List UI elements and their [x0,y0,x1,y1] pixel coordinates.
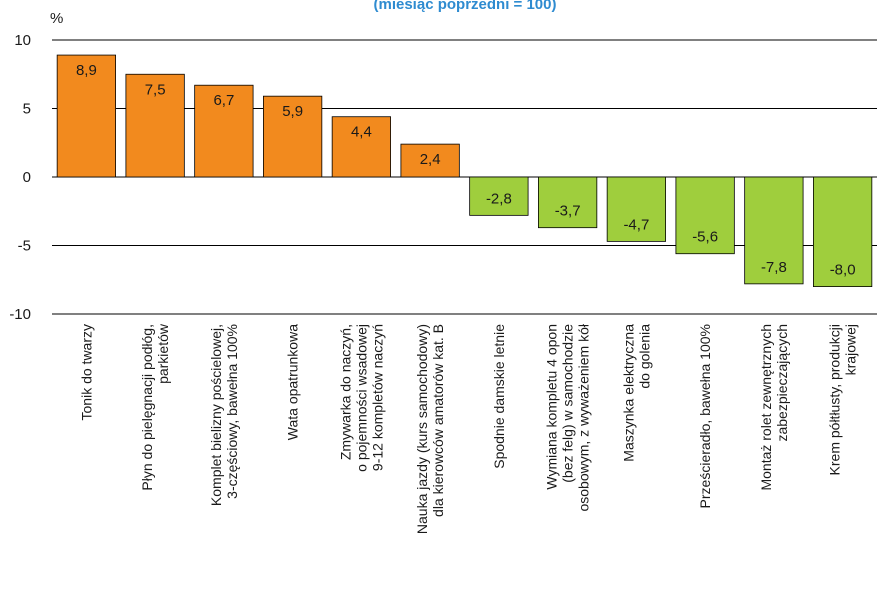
category-label: Wymiana kompletu 4 opon (bez felg) w samo… [544,323,592,511]
data-label: 5,9 [282,103,303,120]
y-tick-label: 5 [23,101,31,118]
category-label: Maszynka elektryczna do golenia [620,324,652,462]
category-label-line: parkietów [155,323,171,384]
category-label-line: do golenia [636,324,652,389]
bar [675,176,735,255]
data-label: -5,6 [692,229,718,246]
bar [538,176,598,229]
bar [125,73,185,178]
category-label-line: 9-12 kompletów naczyń [369,324,385,471]
data-label: -2,8 [486,190,512,207]
category-label-line: osobowym, z wyważeniem kół [576,323,592,511]
bar [331,116,391,178]
category-label: Tonik do twarzy [78,324,94,420]
category-label-line: krajowej [843,324,859,375]
category-label-line: Prześcieradło, bawełna 100% [697,324,713,508]
category-label-line: Tonik do twarzy [78,324,94,420]
category-label-line: Wata opatrunkowa [285,324,301,440]
category-label: Komplet bielizny pościelowej, 3-częściowy… [208,324,240,506]
category-label: Montaż rolet zewnętrznych zabezpieczający… [758,324,790,491]
category-label: Spodnie damskie letnie [491,324,507,469]
category-labels: Tonik do twarzy Płyn do pielęgnacji podłó… [78,323,858,534]
category-label-line: Krem półtłusty, produkcji [827,324,843,475]
category-label-line: Maszynka elektryczna [620,324,636,462]
data-label: -8,0 [830,262,856,279]
category-label: Wata opatrunkowa [285,324,301,440]
data-label: -4,7 [623,216,649,233]
y-tick-label: 10 [14,32,31,49]
category-label-line: dla kierowców amatorów kat. B [430,324,446,517]
y-axis-unit: % [50,10,63,27]
category-label: Krem półtłusty, produkcji krajowej [827,324,859,475]
chart-subtitle: (miesiąc poprzedni = 100) [374,0,557,13]
y-tick-label: 0 [23,169,31,186]
bar [469,176,529,216]
y-axis-ticks: 10 5 0 -5 -10 [9,32,31,323]
bar [744,176,804,285]
bar [263,95,323,178]
category-label-line: Spodnie damskie letnie [491,324,507,469]
category-label: Prześcieradło, bawełna 100% [697,324,713,508]
data-label: 8,9 [76,62,97,79]
category-label: Zmywarka do naczyń, o pojemności wsadowej… [337,324,385,472]
bar [400,143,460,178]
bar [56,54,116,178]
category-label-line: Komplet bielizny pościelowej, [208,324,224,506]
y-tick-label: -10 [9,306,31,323]
data-labels: 8,9 7,5 6,7 5,9 4,4 2,4 -2,8 -3,7 -4,7 -5,6 -7,8 -8… [76,62,856,279]
bar [194,84,254,178]
data-label: 4,4 [351,124,372,141]
category-label-line: Płyn do pielęgnacji podłóg, [139,324,155,491]
category-label-line: 3-częściowy, bawełna 100% [224,324,240,499]
bars [56,54,873,287]
data-label: -7,8 [761,259,787,276]
gridlines [52,39,877,315]
bar [813,176,873,287]
category-label: Nauka jazdy (kurs samochodowy) dla kierow… [414,324,446,534]
category-label-line: Wymiana kompletu 4 opon [544,324,560,490]
data-label: 6,7 [213,92,234,109]
data-label: 2,4 [420,151,441,168]
data-label: -3,7 [555,203,581,220]
data-label: 7,5 [145,81,166,98]
category-label-line: Zmywarka do naczyń, [337,324,353,460]
category-label-line: o pojemności wsadowej [353,324,369,472]
category-label-line: (bez felg) w samochodzie [560,324,576,483]
bar [606,176,666,242]
y-tick-label: -5 [18,238,31,255]
category-label-line: Montaż rolet zewnętrznych [758,324,774,491]
category-label-line: Nauka jazdy (kurs samochodowy) [414,324,430,534]
category-label: Płyn do pielęgnacji podłóg, parkietów [139,323,171,490]
category-label-line: zabezpieczających [774,324,790,442]
